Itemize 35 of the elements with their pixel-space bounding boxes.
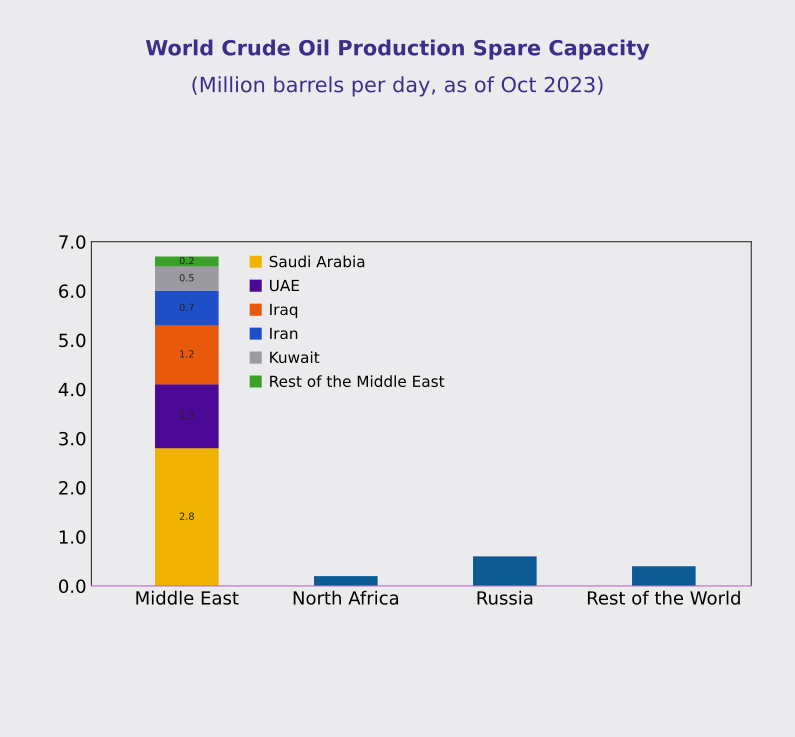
legend-label: Iran bbox=[270, 328, 298, 340]
data-label: 0.2 bbox=[180, 256, 194, 264]
bar bbox=[155, 325, 219, 384]
data-label: 2.8 bbox=[180, 512, 194, 520]
data-label: 1.2 bbox=[180, 350, 194, 358]
legend-label: Rest of the Middle East bbox=[270, 375, 444, 388]
y-tick-label: 1.0 bbox=[60, 530, 86, 544]
bar bbox=[155, 266, 219, 291]
x-tick-label: Middle East bbox=[136, 590, 239, 605]
x-tick-label: North Africa bbox=[294, 590, 398, 605]
chart-subtitle: (Million barrels per day, as of Oct 2023) bbox=[192, 76, 603, 96]
bar bbox=[473, 556, 537, 586]
x-tick-label: Russia bbox=[478, 590, 532, 605]
x-tick-label: Rest of the World bbox=[588, 590, 740, 605]
bar bbox=[155, 290, 219, 326]
y-tick-label: 0.0 bbox=[59, 579, 86, 594]
y-tick-label: 6.0 bbox=[59, 284, 86, 298]
legend-label: Saudi Arabia bbox=[270, 255, 364, 268]
chart-title: World Crude Oil Production Spare Capacity bbox=[146, 39, 650, 60]
legend-label: UAE bbox=[270, 280, 299, 292]
y-tick-label: 7.0 bbox=[59, 235, 86, 249]
legend-label: Kuwait bbox=[270, 351, 320, 364]
legend-label: Iraq bbox=[270, 304, 298, 318]
y-tick-label: 2.0 bbox=[59, 481, 86, 495]
bar bbox=[155, 448, 219, 586]
bar bbox=[155, 384, 219, 448]
y-tick-label: 5.0 bbox=[59, 334, 86, 348]
data-label: 0.5 bbox=[180, 274, 194, 282]
data-label: 1.3 bbox=[180, 412, 194, 420]
bar bbox=[632, 566, 696, 586]
y-tick-label: 3.0 bbox=[59, 432, 86, 446]
y-tick-label: 4.0 bbox=[58, 382, 86, 396]
bar bbox=[155, 256, 219, 266]
data-label: 0.7 bbox=[180, 304, 194, 311]
bar bbox=[314, 576, 378, 586]
